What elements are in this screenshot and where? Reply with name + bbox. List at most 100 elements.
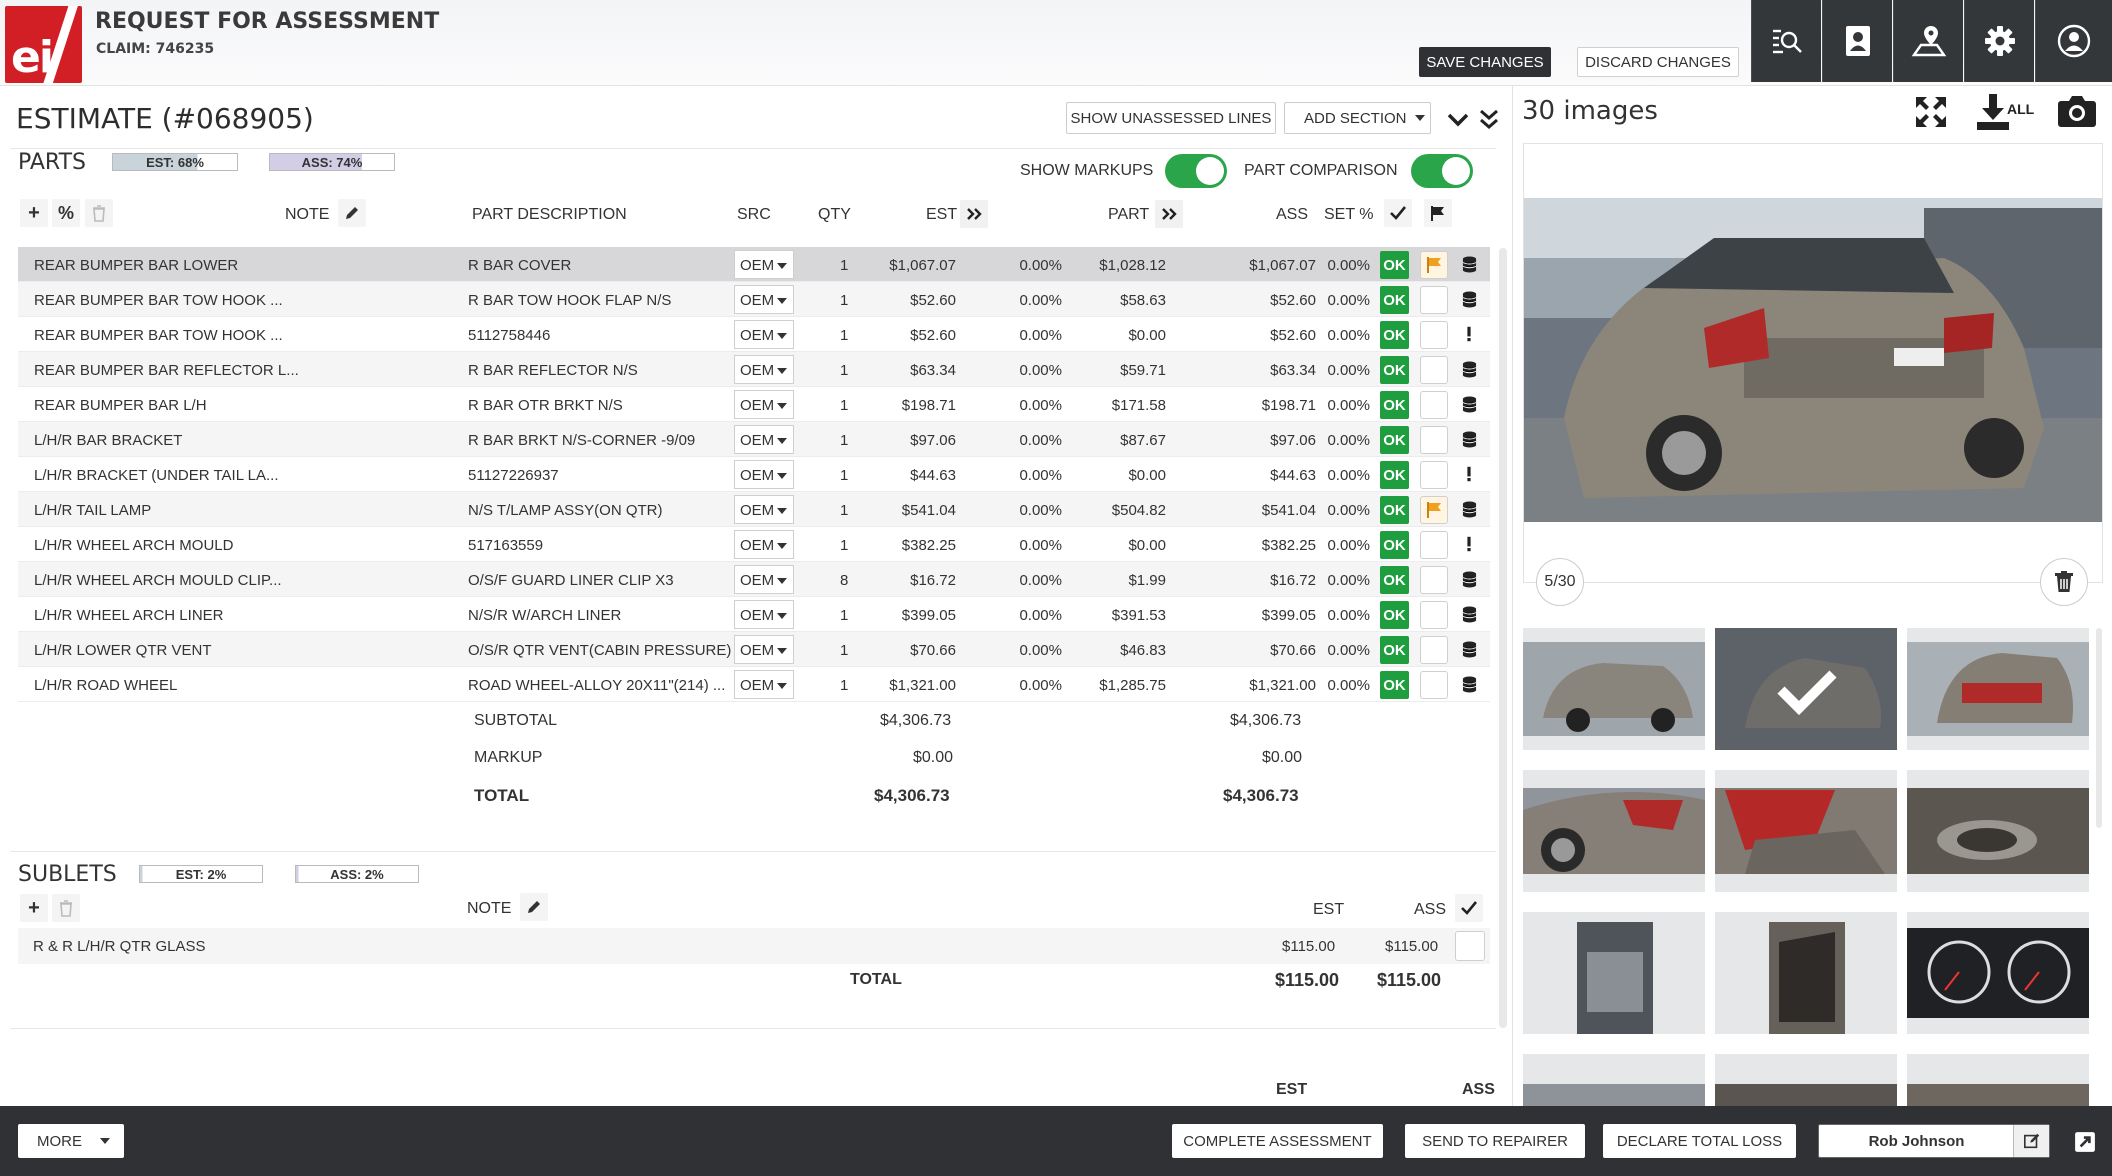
contact-card-icon[interactable] xyxy=(1822,0,1892,82)
flag-checkbox[interactable] xyxy=(1420,391,1448,419)
image-thumbnail[interactable] xyxy=(1523,770,1705,892)
flag-checkbox[interactable] xyxy=(1420,671,1448,699)
discard-changes-button[interactable]: DISCARD CHANGES xyxy=(1577,47,1739,77)
search-document-icon[interactable] xyxy=(1751,0,1821,82)
sublet-approve-check-icon[interactable] xyxy=(1455,894,1483,922)
fullscreen-expand-icon[interactable] xyxy=(1914,95,1948,129)
image-thumbnail[interactable] xyxy=(1523,912,1705,1034)
src-dropdown[interactable]: OEM xyxy=(734,635,794,664)
ok-approve-button[interactable]: OK xyxy=(1380,321,1409,349)
warning-exclamation-icon[interactable] xyxy=(1459,324,1479,344)
src-dropdown[interactable]: OEM xyxy=(734,600,794,629)
database-stack-icon[interactable] xyxy=(1459,569,1479,589)
map-location-icon[interactable] xyxy=(1893,0,1963,82)
flag-checkbox[interactable] xyxy=(1420,636,1448,664)
image-thumbnail[interactable] xyxy=(1907,1054,2089,1106)
part-expand-chevrons-icon[interactable] xyxy=(1155,200,1183,228)
ok-approve-button[interactable]: OK xyxy=(1380,496,1409,524)
add-part-icon[interactable]: + xyxy=(20,199,48,227)
src-dropdown[interactable]: OEM xyxy=(734,250,794,279)
flag-checkbox-flagged[interactable] xyxy=(1420,496,1448,524)
flag-checkbox[interactable] xyxy=(1420,601,1448,629)
table-row[interactable]: L/H/R TAIL LAMP N/S T/LAMP ASSY(ON QTR) 1 $… xyxy=(18,492,1490,527)
ok-approve-button[interactable]: OK xyxy=(1380,461,1409,489)
ok-approve-button[interactable]: OK xyxy=(1380,426,1409,454)
image-thumbnail[interactable] xyxy=(1523,1054,1705,1106)
src-dropdown[interactable]: OEM xyxy=(734,565,794,594)
flag-checkbox[interactable] xyxy=(1420,531,1448,559)
image-thumbnail[interactable] xyxy=(1715,770,1897,892)
database-stack-icon[interactable] xyxy=(1459,604,1479,624)
add-section-dropdown[interactable]: ADD SECTION xyxy=(1284,102,1431,134)
trash-icon[interactable] xyxy=(85,199,113,227)
table-row[interactable]: REAR BUMPER BAR REFLECTOR L... R BAR REFL… xyxy=(18,352,1490,387)
table-row[interactable]: L/H/R BAR BRACKET R BAR BRKT N/S-CORNER -… xyxy=(18,422,1490,457)
flag-checkbox[interactable] xyxy=(1420,461,1448,489)
table-row[interactable]: REAR BUMPER BAR TOW HOOK ... 5112758446 1 $… xyxy=(18,317,1490,352)
estimate-scrollbar[interactable] xyxy=(1499,248,1507,1028)
send-to-repairer-button[interactable]: SEND TO REPAIRER xyxy=(1405,1124,1585,1158)
src-dropdown[interactable]: OEM xyxy=(734,670,794,699)
image-thumbnail[interactable] xyxy=(1907,912,2089,1034)
image-thumbnail[interactable] xyxy=(1523,628,1705,750)
image-thumbnail[interactable] xyxy=(1907,770,2089,892)
est-expand-chevrons-icon[interactable] xyxy=(960,200,988,228)
declare-total-loss-button[interactable]: DECLARE TOTAL LOSS xyxy=(1603,1124,1796,1158)
edit-user-icon[interactable] xyxy=(2013,1125,2049,1157)
main-vehicle-photo[interactable] xyxy=(1524,198,2102,522)
src-dropdown[interactable]: OEM xyxy=(734,425,794,454)
table-row[interactable]: L/H/R WHEEL ARCH LINER N/S/R W/ARCH LINER… xyxy=(18,597,1490,632)
src-dropdown[interactable]: OEM xyxy=(734,355,794,384)
show-unassessed-lines-button[interactable]: SHOW UNASSESSED LINES xyxy=(1066,102,1276,134)
flag-checkbox[interactable] xyxy=(1420,566,1448,594)
database-stack-icon[interactable] xyxy=(1459,394,1479,414)
src-dropdown[interactable]: OEM xyxy=(734,530,794,559)
table-row[interactable]: L/H/R WHEEL ARCH MOULD CLIP... O/S/F GUAR… xyxy=(18,562,1490,597)
show-markups-toggle[interactable] xyxy=(1165,154,1227,188)
flag-all-icon[interactable] xyxy=(1424,199,1452,227)
sublet-edit-note-pencil-icon[interactable] xyxy=(520,893,548,921)
warning-exclamation-icon[interactable] xyxy=(1459,464,1479,484)
table-row[interactable]: L/H/R BRACKET (UNDER TAIL LA... 511272269… xyxy=(18,457,1490,492)
table-row[interactable]: L/H/R ROAD WHEEL ROAD WHEEL-ALLOY 20X11"(… xyxy=(18,667,1490,702)
flag-checkbox[interactable] xyxy=(1420,286,1448,314)
database-stack-icon[interactable] xyxy=(1459,359,1479,379)
ok-approve-button[interactable]: OK xyxy=(1380,671,1409,699)
sublet-row[interactable]: R & R L/H/R QTR GLASS $115.00 $115.00 xyxy=(18,928,1490,964)
database-stack-icon[interactable] xyxy=(1459,499,1479,519)
flag-checkbox-flagged[interactable] xyxy=(1420,251,1448,279)
ok-approve-button[interactable]: OK xyxy=(1380,286,1409,314)
ok-approve-button[interactable]: OK xyxy=(1380,356,1409,384)
table-row[interactable]: REAR BUMPER BAR TOW HOOK ... R BAR TOW HO… xyxy=(18,282,1490,317)
flag-checkbox[interactable] xyxy=(1420,356,1448,384)
src-dropdown[interactable]: OEM xyxy=(734,285,794,314)
ok-approve-button[interactable]: OK xyxy=(1380,391,1409,419)
popout-link-icon[interactable] xyxy=(2072,1129,2098,1155)
database-stack-icon[interactable] xyxy=(1459,289,1479,309)
sublet-checkbox[interactable] xyxy=(1455,931,1485,961)
ok-approve-button[interactable]: OK xyxy=(1380,251,1409,279)
ok-approve-button[interactable]: OK xyxy=(1380,601,1409,629)
sublet-trash-icon[interactable] xyxy=(52,894,80,922)
edit-note-pencil-icon[interactable] xyxy=(338,199,366,227)
database-stack-icon[interactable] xyxy=(1459,254,1479,274)
src-dropdown[interactable]: OEM xyxy=(734,460,794,489)
gear-icon[interactable] xyxy=(1964,0,2034,82)
database-stack-icon[interactable] xyxy=(1459,429,1479,449)
warning-exclamation-icon[interactable] xyxy=(1459,534,1479,554)
collapse-chevron-icon[interactable] xyxy=(1446,110,1470,130)
assignee-user-field[interactable]: Rob Johnson xyxy=(1818,1124,2050,1158)
image-thumbnail-selected[interactable] xyxy=(1715,628,1897,750)
src-dropdown[interactable]: OEM xyxy=(734,495,794,524)
ok-approve-button[interactable]: OK xyxy=(1380,531,1409,559)
table-row[interactable]: L/H/R WHEEL ARCH MOULD 517163559 1 $382.25 0… xyxy=(18,527,1490,562)
image-thumbnail[interactable] xyxy=(1907,628,2089,750)
image-thumbnail[interactable] xyxy=(1715,1054,1897,1106)
src-dropdown[interactable]: OEM xyxy=(734,390,794,419)
table-row[interactable]: L/H/R LOWER QTR VENT O/S/R QTR VENT(CABIN… xyxy=(18,632,1490,667)
save-changes-button[interactable]: SAVE CHANGES xyxy=(1419,47,1551,77)
images-scrollbar[interactable] xyxy=(2096,628,2102,828)
ok-approve-button[interactable]: OK xyxy=(1380,636,1409,664)
percent-icon[interactable]: % xyxy=(52,199,80,227)
flag-checkbox[interactable] xyxy=(1420,426,1448,454)
